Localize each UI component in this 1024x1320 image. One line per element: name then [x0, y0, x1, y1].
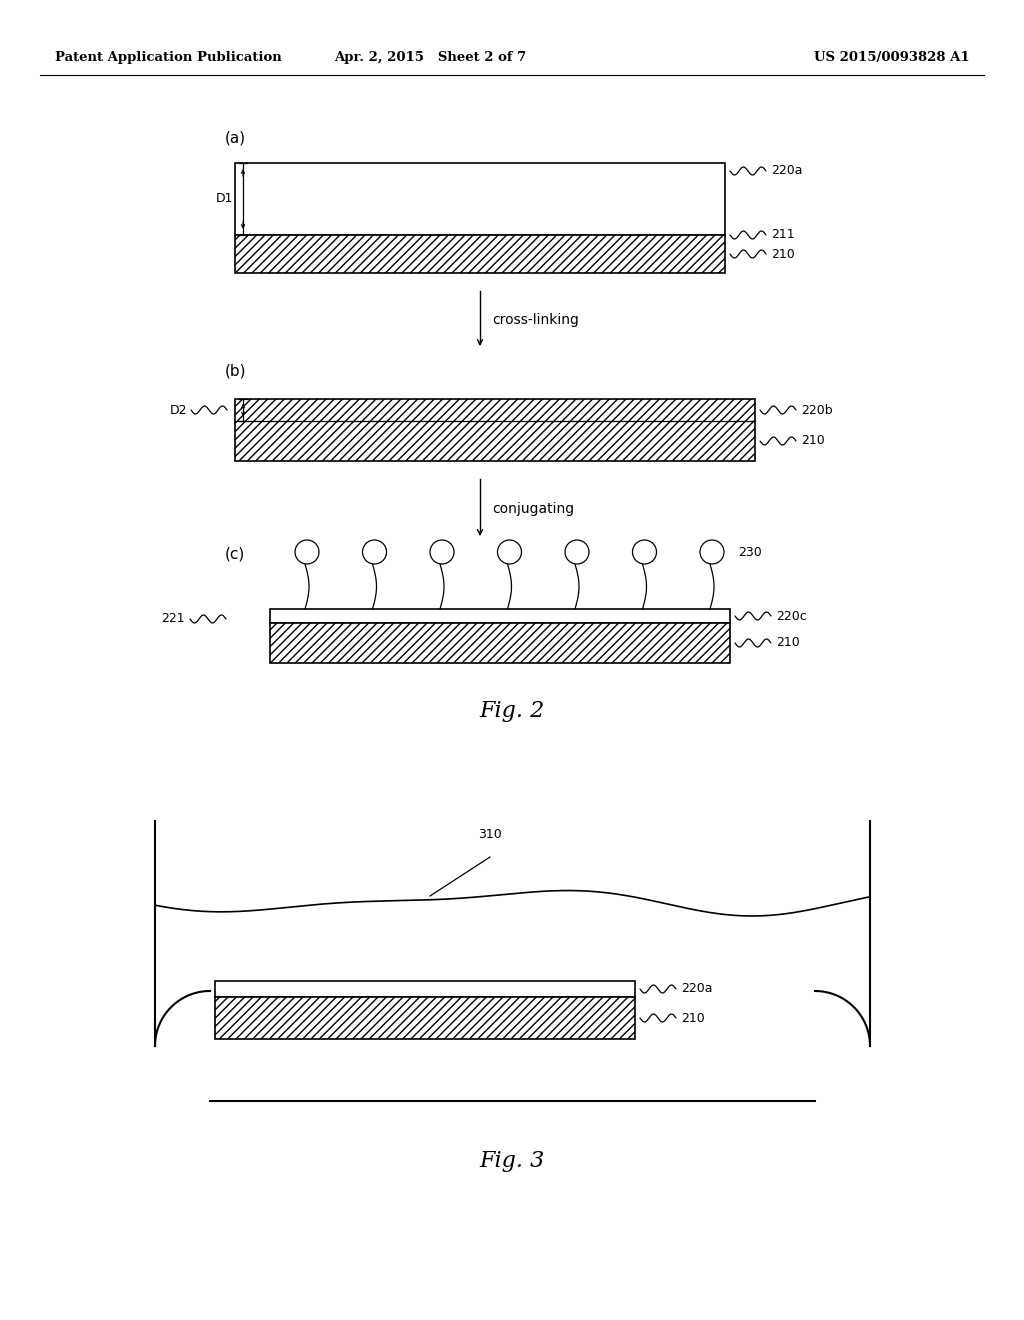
Text: 220a: 220a	[681, 982, 713, 995]
Text: 220a: 220a	[771, 165, 803, 177]
Text: conjugating: conjugating	[492, 502, 574, 516]
Text: 221: 221	[162, 612, 185, 626]
Text: US 2015/0093828 A1: US 2015/0093828 A1	[814, 51, 970, 65]
Text: cross-linking: cross-linking	[492, 313, 579, 327]
Text: 210: 210	[776, 636, 800, 649]
Bar	[234, 235, 725, 273]
Text: 210: 210	[681, 1011, 705, 1024]
Bar	[215, 981, 635, 997]
Bar	[270, 623, 730, 663]
Text: Apr. 2, 2015   Sheet 2 of 7: Apr. 2, 2015 Sheet 2 of 7	[334, 51, 526, 65]
Bar	[234, 162, 725, 235]
Text: 210: 210	[771, 248, 795, 260]
Text: 211: 211	[771, 228, 795, 242]
Text: D1: D1	[215, 193, 233, 206]
Circle shape	[700, 540, 724, 564]
Text: (a): (a)	[225, 131, 246, 145]
Text: 310: 310	[478, 828, 502, 841]
Bar	[234, 399, 755, 461]
Text: 220c: 220c	[776, 610, 807, 623]
Circle shape	[633, 540, 656, 564]
Text: 210: 210	[801, 434, 824, 447]
Text: (c): (c)	[225, 546, 246, 561]
Text: Fig. 3: Fig. 3	[479, 1150, 545, 1172]
Text: Patent Application Publication: Patent Application Publication	[55, 51, 282, 65]
Circle shape	[498, 540, 521, 564]
Circle shape	[430, 540, 454, 564]
Text: (b): (b)	[225, 363, 247, 379]
Bar	[215, 997, 635, 1039]
Text: D2: D2	[170, 404, 187, 417]
Text: Fig. 2: Fig. 2	[479, 700, 545, 722]
Circle shape	[295, 540, 319, 564]
Text: 220b: 220b	[801, 404, 833, 417]
Circle shape	[362, 540, 386, 564]
Bar	[270, 609, 730, 623]
Circle shape	[565, 540, 589, 564]
Text: 230: 230	[738, 545, 762, 558]
